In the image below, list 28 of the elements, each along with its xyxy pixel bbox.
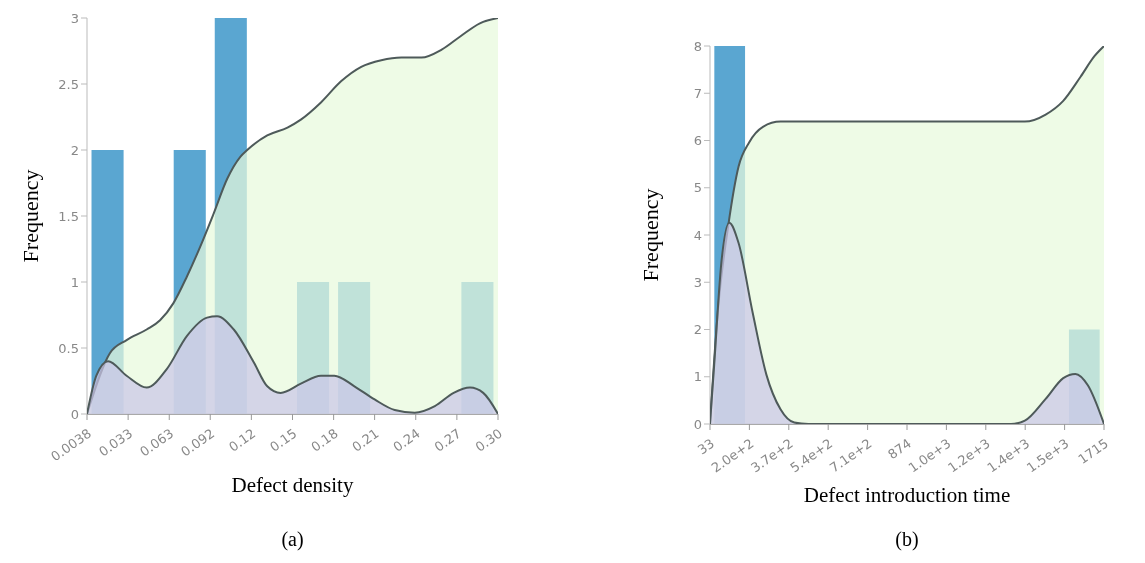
y-tick-label: 8 [693, 38, 702, 54]
y-tick-label: 0 [70, 406, 79, 422]
y-axis-title: Frequency [17, 169, 43, 263]
y-tick-label: 2.5 [58, 76, 79, 92]
y-tick-label: 0.5 [58, 340, 79, 356]
x-tick-label: 0.15 [267, 425, 300, 455]
y-tick-label: 4 [693, 227, 702, 243]
x-tick-label: 0.18 [308, 425, 341, 455]
y-tick-label: 1 [693, 369, 702, 385]
y-tick-label: 1.5 [58, 208, 79, 224]
y-tick-label: 1 [70, 274, 79, 290]
x-axis-title: Defect density [231, 473, 354, 497]
y-tick-label: 3 [70, 10, 79, 26]
y-axis-title: Frequency [637, 188, 663, 282]
x-tick-label: 0.12 [226, 425, 259, 455]
y-tick-label: 5 [693, 180, 702, 196]
x-tick-label: 0.21 [349, 425, 382, 455]
x-tick-label: 0.30 [472, 425, 506, 455]
y-tick-label: 0 [693, 416, 702, 432]
y-tick-label: 2 [70, 142, 79, 158]
text: (a) [280, 528, 305, 551]
y-tick-label: 7 [693, 85, 702, 101]
y-tick-label: 2 [693, 322, 702, 338]
text: (b) [894, 528, 920, 551]
x-tick-label: 0.24 [390, 425, 423, 455]
y-tick-label: 3 [693, 274, 702, 290]
y-tick-label: 6 [693, 133, 702, 149]
x-axis-title: Defect introduction time [803, 483, 1011, 507]
